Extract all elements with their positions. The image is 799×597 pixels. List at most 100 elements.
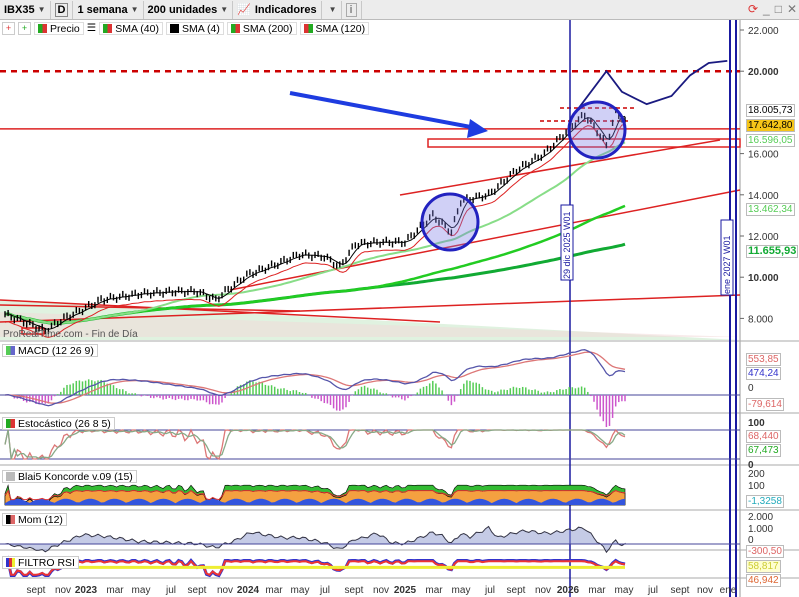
support-box — [21, 327, 45, 335]
panel-label-mom[interactable]: Mom (12) — [2, 513, 67, 526]
macd-tag-2: 474,24 — [746, 367, 781, 380]
koncorde-tag: -1,3258 — [746, 495, 784, 508]
period-mode-button[interactable]: D — [51, 0, 74, 19]
arrow-head-icon — [467, 119, 488, 138]
x-tick-label: jul — [647, 585, 658, 596]
minimize-icon[interactable]: _ — [763, 2, 770, 16]
zoom-out-icon[interactable]: + — [2, 22, 15, 35]
units-select[interactable]: 200 unidades ▼ — [144, 0, 234, 19]
x-tick-label: may — [132, 585, 151, 596]
mom-swatch-icon — [6, 515, 15, 524]
stoch-tick: 100 — [748, 418, 765, 429]
x-tick-label: jul — [484, 585, 495, 596]
panel-label-koncorde[interactable]: Blai5 Koncorde v.09 (15) — [2, 470, 137, 483]
symbol-label: IBX35 — [4, 3, 35, 16]
x-tick-label: nov — [697, 585, 713, 596]
stoch-k-line — [4, 428, 626, 461]
x-tick-label: sept — [507, 585, 526, 596]
y-tick-label: 22.000 — [748, 26, 779, 37]
x-tick-label: mar — [106, 585, 124, 596]
y-tick-label: 12.000 — [748, 232, 779, 243]
sma-swatch-icon — [169, 24, 179, 33]
arrow-shaft — [289, 91, 477, 130]
rsi-red-line — [4, 558, 626, 577]
mom-tick: 2.000 — [748, 512, 773, 523]
legend-item-sma200[interactable]: SMA (200) — [226, 22, 297, 35]
sma-swatch-icon — [103, 24, 113, 33]
y-tick-label: 14.000 — [748, 191, 779, 202]
legend-item-sma4[interactable]: SMA (4) — [165, 22, 224, 35]
x-tick-label: sept — [671, 585, 690, 596]
projection-line — [574, 60, 728, 113]
chevron-down-icon: ▼ — [130, 5, 139, 14]
x-tick-label: mar — [425, 585, 443, 596]
x-tick-label: nov — [55, 585, 71, 596]
maximize-icon[interactable]: □ — [774, 2, 782, 16]
indicators-icon: 📈 — [237, 4, 251, 16]
x-tick-label: jul — [165, 585, 176, 596]
vline-label-box — [560, 204, 574, 281]
chevron-down-icon: ▼ — [220, 5, 229, 14]
macd-line — [4, 349, 626, 407]
mom-tick: 1.000 — [748, 524, 773, 535]
koncorde-tick: 200 — [748, 469, 765, 480]
x-tick-label: mar — [588, 585, 606, 596]
panel-label-stoch[interactable]: Estocástico (26 8 5) — [2, 417, 115, 430]
stoch-d-line — [4, 429, 626, 460]
mom-tick: 0 — [748, 535, 754, 546]
koncorde-swatch-icon — [6, 472, 15, 481]
legend-label: SMA (40) — [115, 22, 159, 35]
stoch-tick: 0 — [748, 460, 754, 471]
momentum-area — [4, 525, 626, 554]
highlight-circle — [420, 192, 480, 252]
y-tick-label: 20.000 — [748, 67, 779, 78]
koncorde-tick: 100 — [748, 481, 765, 492]
x-tick-label: nov — [217, 585, 233, 596]
price-swatch-icon — [38, 24, 47, 33]
indicators-dropdown[interactable]: ▼ — [322, 0, 342, 19]
x-tick-label: jul — [319, 585, 330, 596]
sync-icon[interactable]: ⟳ — [747, 2, 758, 16]
envelope-line — [4, 123, 626, 338]
panel-label-rsi[interactable]: FILTRO RSI — [2, 556, 79, 569]
symbol-select[interactable]: IBX35 ▼ — [0, 0, 51, 19]
toolbar: IBX35 ▼ D 1 semana ▼ 200 unidades ▼ 📈 Indica… — [0, 0, 799, 20]
legend-item-price[interactable]: Precio — [34, 22, 84, 35]
rsi-swatch-icon — [6, 558, 15, 567]
rsi-tag-2: 46,942 — [746, 574, 781, 587]
panel-label-macd[interactable]: MACD (12 26 9) — [2, 344, 98, 357]
chevron-down-icon: ▼ — [37, 5, 46, 14]
legend-label: SMA (4) — [181, 22, 220, 35]
legend-item-sma120[interactable]: SMA (120) — [299, 22, 370, 35]
indicators-button[interactable]: 📈 Indicadores — [233, 0, 322, 19]
watermark: ProRealTime.com - Fin de Día — [3, 329, 138, 340]
legend-item-sma40[interactable]: SMA (40) — [99, 22, 163, 35]
info-button[interactable]: i — [342, 0, 362, 19]
price-tag-high: 18.005,73 — [746, 104, 795, 117]
close-icon[interactable]: ✕ — [786, 2, 797, 16]
x-tick-label: 2024 — [237, 585, 260, 596]
add-icon[interactable]: + — [18, 22, 31, 35]
panel-title: Estocástico (26 8 5) — [18, 417, 111, 430]
resistance-zone — [427, 138, 741, 148]
vline-label-box — [720, 219, 734, 296]
y-tick-label: 10.000 — [748, 273, 779, 284]
x-tick-label: 2023 — [75, 585, 98, 596]
units-label: 200 unidades — [147, 3, 218, 16]
timeframe-select[interactable]: 1 semana ▼ — [73, 0, 144, 19]
trend-line — [0, 294, 741, 323]
macd-hist-tag: -79,614 — [746, 398, 784, 411]
panel-title: Blai5 Koncorde v.09 (15) — [18, 470, 133, 483]
list-icon[interactable]: ☰ — [86, 22, 97, 34]
x-tick-label: 2026 — [557, 585, 580, 596]
x-tick-label: sept — [27, 585, 46, 596]
trend-line — [229, 189, 741, 291]
trend-line — [399, 139, 721, 196]
legend-label: SMA (120) — [315, 22, 366, 35]
macd-tag-1: 553,85 — [746, 353, 781, 366]
x-tick-label: sept — [188, 585, 207, 596]
macd-signal-line — [4, 351, 626, 404]
period-mode-label: D — [54, 2, 69, 17]
price-tag-sma-a: 16.596,05 — [746, 134, 795, 147]
